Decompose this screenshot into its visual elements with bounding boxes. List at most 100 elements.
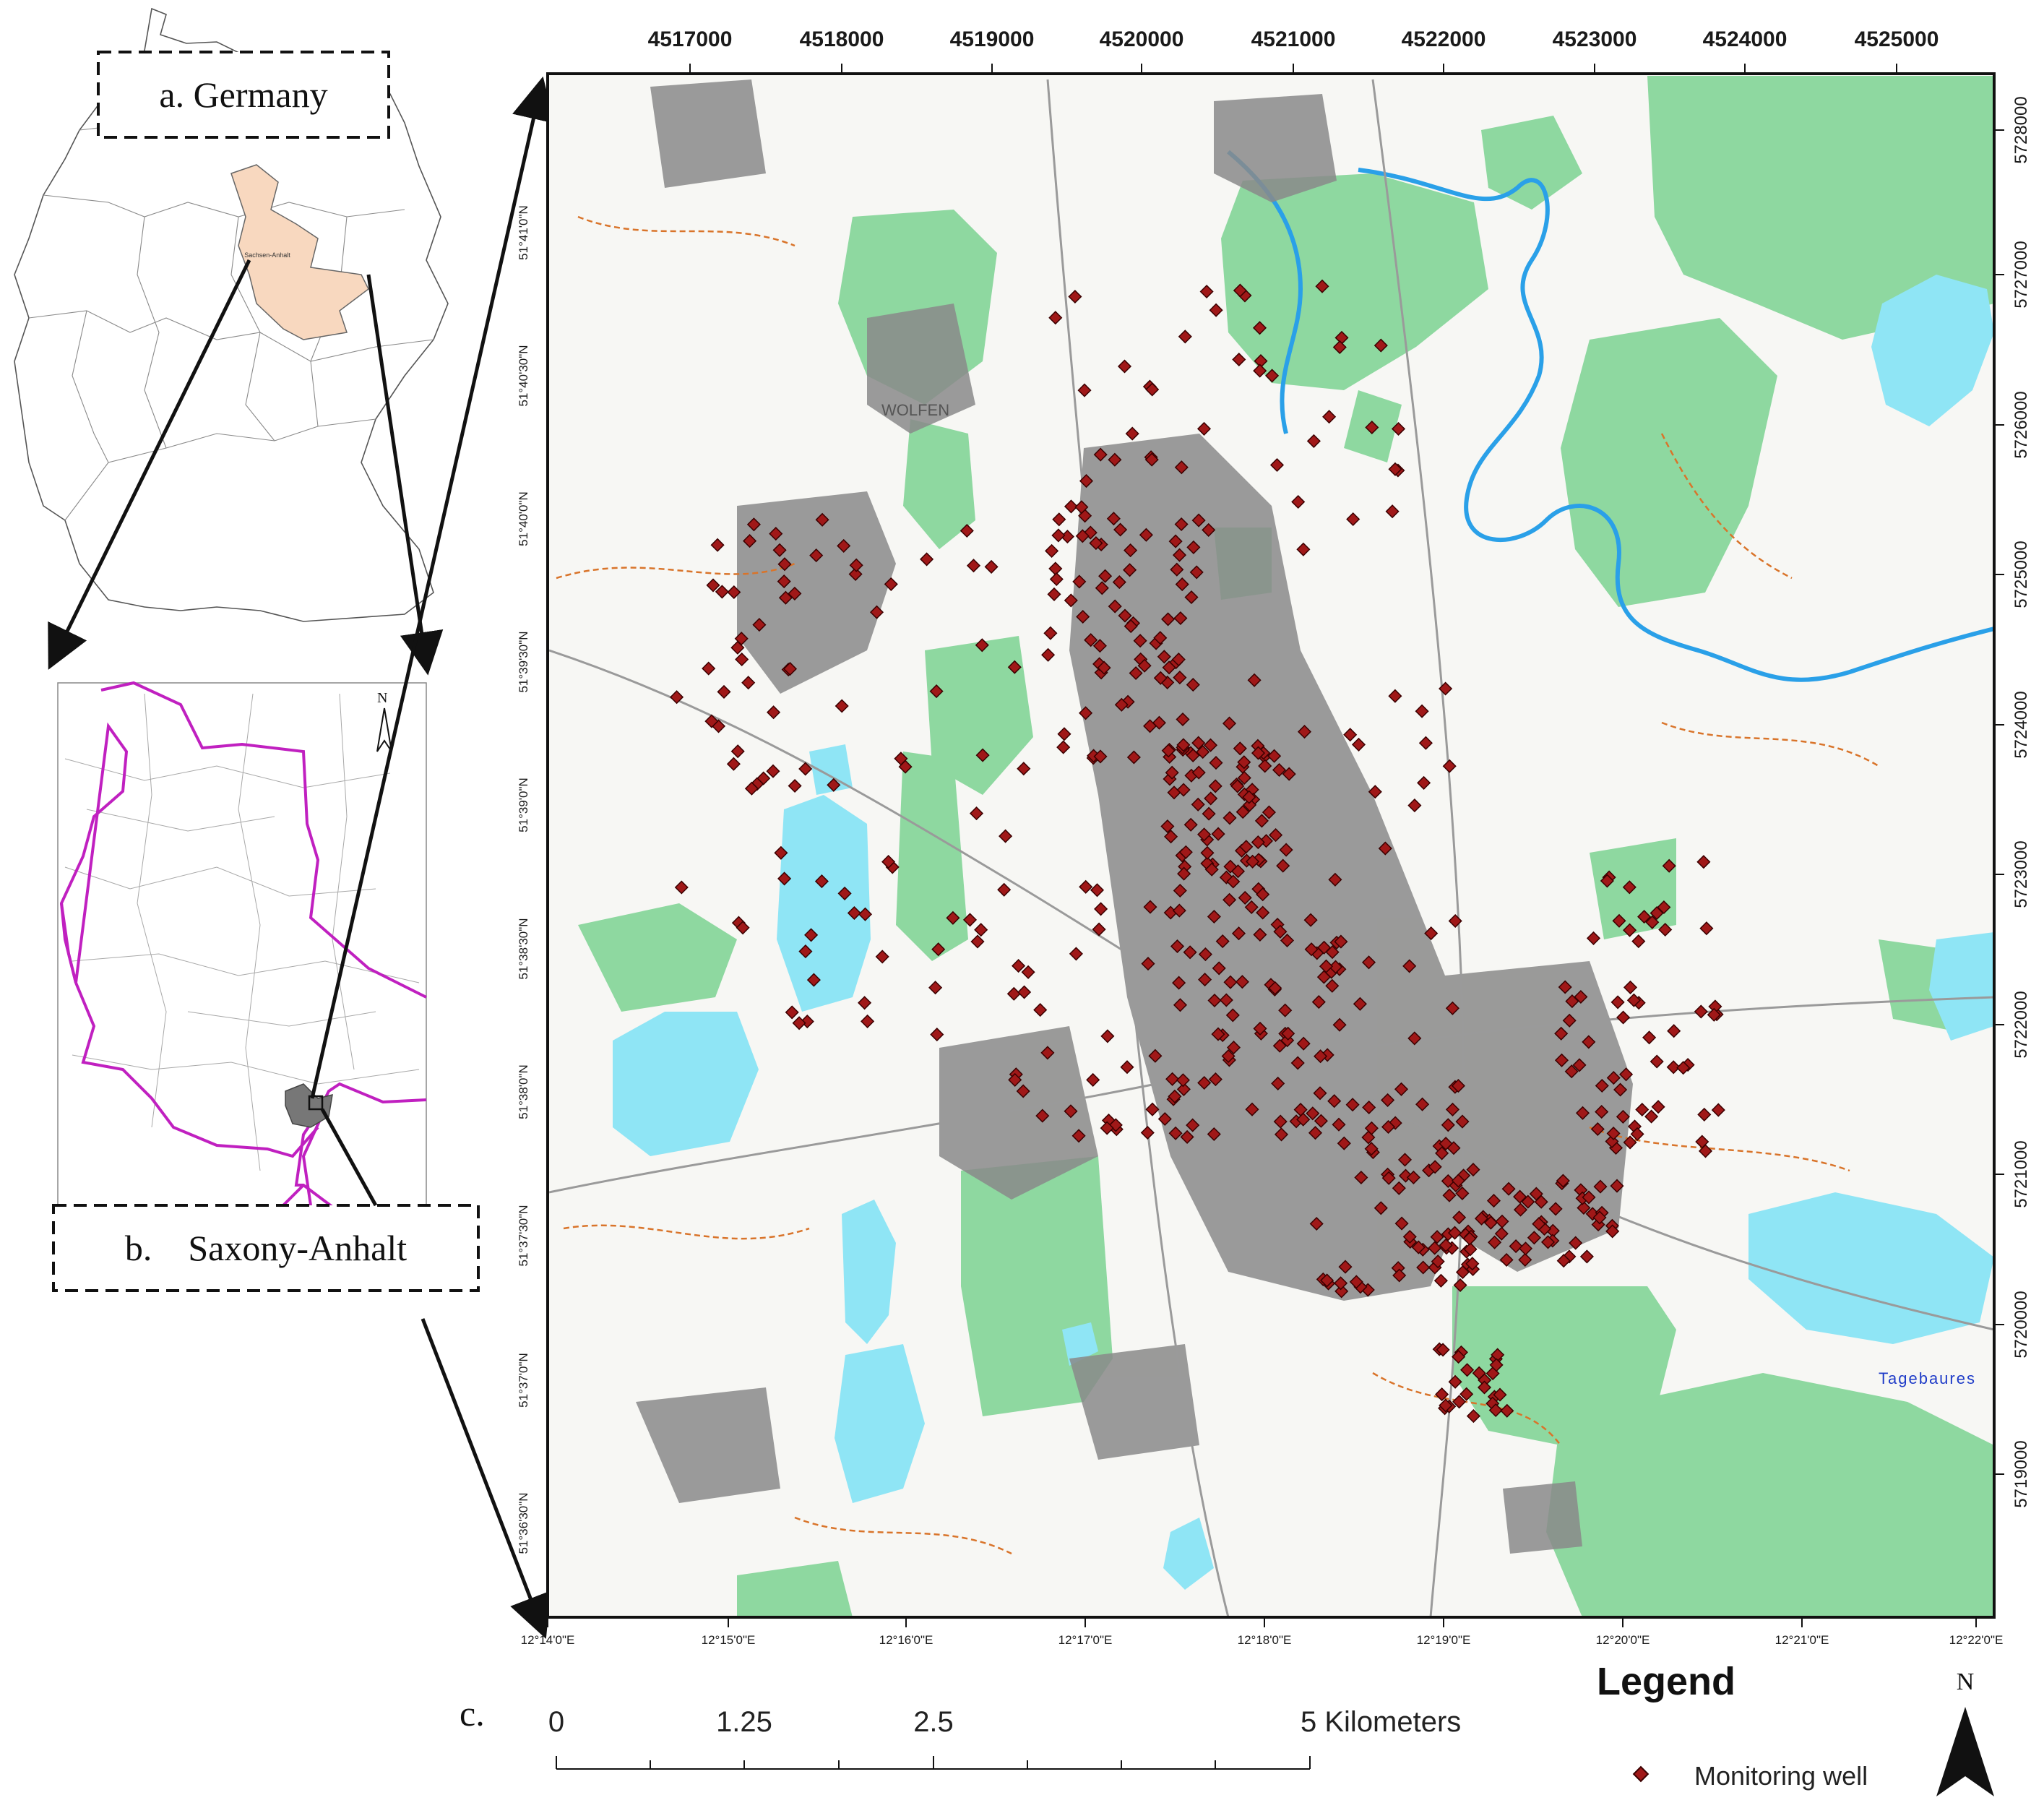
monitoring-well-marker <box>1442 759 1457 773</box>
monitoring-well-marker <box>1319 959 1334 973</box>
monitoring-well-marker <box>1616 1109 1630 1124</box>
monitoring-well-marker <box>1451 1079 1465 1093</box>
monitoring-well-marker <box>1064 499 1079 514</box>
monitoring-well-marker <box>1197 1075 1212 1090</box>
monitoring-well-marker <box>1521 1194 1535 1209</box>
monitoring-well-marker <box>1455 1114 1470 1129</box>
monitoring-well-marker <box>1148 1049 1163 1063</box>
monitoring-well-marker <box>1092 922 1106 937</box>
place-label-tagebaures: Tagebaures <box>1879 1369 1976 1387</box>
saxony-anhalt-inset: N b. Saxony-Anhalt <box>52 681 480 1292</box>
lon-tick-2: 12°16'0"E <box>879 1633 933 1647</box>
monitoring-well-marker <box>1084 633 1098 647</box>
monitoring-well-marker <box>1676 1061 1691 1075</box>
monitoring-well-marker <box>1189 565 1204 580</box>
monitoring-well-marker <box>1231 926 1246 941</box>
monitoring-well-marker <box>1365 420 1379 435</box>
monitoring-well-marker <box>706 578 720 593</box>
monitoring-well-marker <box>970 934 985 949</box>
legend: Legend Monitoring well <box>1597 1660 1868 1791</box>
monitoring-well-marker <box>1171 653 1186 667</box>
monitoring-well-marker <box>1394 1082 1409 1096</box>
monitoring-well-marker <box>1165 1072 1180 1086</box>
monitoring-well-marker <box>1630 1127 1644 1141</box>
monitoring-well-marker <box>1418 736 1433 750</box>
monitoring-well-marker <box>1043 626 1058 640</box>
monitoring-well-marker <box>1172 976 1186 990</box>
monitoring-well-marker <box>1162 660 1176 675</box>
monitoring-well-marker <box>1623 923 1637 937</box>
monitoring-well-marker <box>1650 1054 1664 1069</box>
monitoring-well-marker <box>1141 957 1155 971</box>
monitoring-well-marker <box>1353 996 1367 1011</box>
monitoring-well-marker <box>1402 959 1417 973</box>
monitoring-well-marker <box>1145 382 1160 397</box>
monitoring-well-marker <box>1157 1111 1172 1127</box>
monitoring-well-marker <box>778 590 793 605</box>
panel-label-c: c. <box>460 1693 485 1734</box>
monitoring-well-marker <box>1274 1127 1289 1142</box>
monitoring-well-marker <box>835 699 849 713</box>
monitoring-well-marker <box>1017 762 1031 776</box>
place-label-wolfen: WOLFEN <box>881 401 949 419</box>
monitoring-well-marker <box>1051 528 1066 543</box>
monitoring-well-marker <box>1439 1398 1453 1413</box>
lat-tick-1: 51°40'30"N <box>517 345 530 406</box>
monitoring-well-marker <box>798 762 813 776</box>
monitoring-well-marker <box>1172 903 1186 918</box>
monitoring-well-marker <box>1143 719 1157 733</box>
monitoring-well-marker <box>1493 1387 1507 1402</box>
monitoring-well-marker <box>1176 1082 1191 1096</box>
monitoring-well-marker <box>1178 330 1192 344</box>
map-frame <box>546 72 1996 1619</box>
monitoring-well-marker <box>1623 980 1638 994</box>
monitoring-well-marker <box>814 874 829 889</box>
monitoring-well-marker <box>1221 1049 1236 1064</box>
monitoring-well-marker <box>1610 995 1625 1010</box>
monitoring-well-marker <box>1351 737 1366 752</box>
monitoring-well-marker <box>1564 1064 1579 1079</box>
monitoring-well-marker <box>1097 660 1111 675</box>
monitoring-well-marker <box>1447 1226 1462 1240</box>
monitoring-well-marker <box>1272 1038 1287 1053</box>
monitoring-well-marker <box>1223 975 1238 989</box>
monitoring-well-marker <box>670 690 684 705</box>
monitoring-well-marker <box>1191 736 1206 750</box>
monitoring-well-marker <box>1095 581 1109 595</box>
monitoring-well-marker <box>1477 1380 1492 1395</box>
monitoring-well-marker <box>1252 321 1267 335</box>
lon-tick-3: 12°17'0"E <box>1058 1633 1113 1647</box>
monitoring-well-marker <box>1327 1094 1342 1109</box>
x-tick-4525000: 4525000 <box>1855 27 1939 51</box>
monitoring-well-marker <box>1245 1102 1259 1116</box>
monitoring-well-marker <box>1273 924 1288 939</box>
monitoring-well-marker <box>1129 666 1143 681</box>
monitoring-well-marker <box>1106 512 1121 526</box>
monitoring-well-marker <box>815 512 829 527</box>
monitoring-well-marker <box>1124 619 1138 634</box>
monitoring-well-marker <box>1364 1142 1379 1156</box>
monitoring-well-marker <box>881 855 896 869</box>
scale-bar: 0 1.25 2.5 5 Kilometers <box>548 1706 1461 1770</box>
monitoring-well-marker <box>1565 994 1579 1009</box>
monitoring-well-marker <box>788 586 802 600</box>
x-tick-4517000: 4517000 <box>648 27 733 51</box>
monitoring-well-marker <box>1230 779 1245 793</box>
monitoring-well-marker <box>1402 1229 1417 1244</box>
monitoring-well-marker <box>1173 998 1188 1012</box>
monitoring-well-marker <box>1381 1093 1395 1107</box>
monitoring-well-marker <box>1334 934 1348 949</box>
monitoring-well-marker <box>1435 1146 1449 1161</box>
monitoring-well-marker <box>1313 1086 1327 1101</box>
monitoring-well-marker <box>1612 913 1626 928</box>
monitoring-well-marker <box>1631 934 1646 949</box>
monitoring-well-marker <box>752 618 767 632</box>
monitoring-well-marker <box>1364 1121 1379 1135</box>
monitoring-well-marker <box>1579 1249 1594 1264</box>
monitoring-well-marker <box>1007 660 1022 674</box>
x-tick-4518000: 4518000 <box>800 27 884 51</box>
monitoring-well-marker <box>1592 1210 1607 1225</box>
monitoring-well-marker <box>1143 900 1157 914</box>
monitoring-well-marker <box>727 585 741 600</box>
scale-bar-line <box>556 1756 1311 1770</box>
